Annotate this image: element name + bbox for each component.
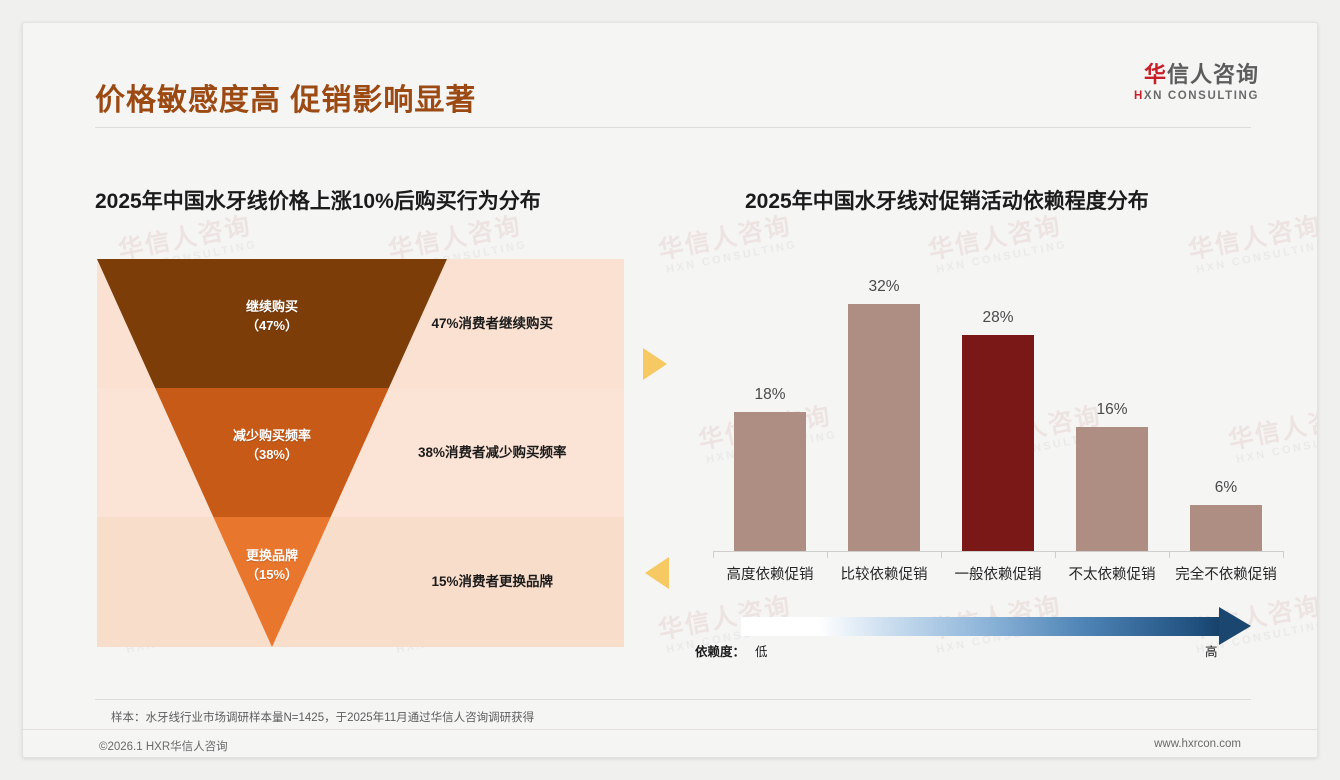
scale-gradient-bar <box>741 617 1223 636</box>
arrow-left-icon <box>645 557 669 589</box>
bar-value-label: 28% <box>982 309 1014 326</box>
bar-value-label: 32% <box>868 278 900 295</box>
logo-cn-rest: 信人咨询 <box>1166 62 1259 87</box>
funnel-shape <box>97 259 447 647</box>
logo-en-rest: XN CONSULTING <box>1143 90 1259 103</box>
funnel-segment <box>97 259 447 388</box>
left-chart-title: 2025年中国水牙线价格上涨10%后购买行为分布 <box>95 190 541 213</box>
category-label: 高度依赖促销 <box>726 567 814 583</box>
bar-value-label: 16% <box>1096 401 1128 418</box>
bar <box>962 335 1034 551</box>
funnel-segment-label: 继续购买 （47%） <box>246 298 298 336</box>
funnel-segment-label: 减少购买频率 （38%） <box>233 427 311 465</box>
dependency-bar-chart: 18% 32% 28% 16% 6% 高度依赖促销 比较依赖促销 一般依赖促销 不太依赖促销 完… <box>695 273 1284 593</box>
axis-tick <box>1169 551 1170 558</box>
scale-high-label: 高 <box>1205 645 1218 659</box>
slide-footer: ©2026.1 HXR华信人咨询 www.hxrcon.com <box>23 730 1317 757</box>
copyright-text: ©2026.1 HXR华信人咨询 <box>99 741 228 753</box>
right-chart-title: 2025年中国水牙线对促销活动依赖程度分布 <box>745 190 1149 213</box>
footnote-divider <box>95 699 1251 700</box>
bar-value-label: 6% <box>1214 479 1238 496</box>
x-axis-category-labels: 高度依赖促销 比较依赖促销 一般依赖促销 不太依赖促销 完全不依赖促销 <box>713 563 1283 584</box>
bar <box>848 304 920 551</box>
bar <box>1190 505 1262 551</box>
bar <box>1076 427 1148 551</box>
axis-tick <box>1055 551 1056 558</box>
funnel-segment-name: 更换品牌 <box>245 548 298 564</box>
scale-arrowhead-icon <box>1219 607 1251 645</box>
funnel-chart: 47%消费者继续购买 38%消费者减少购买频率 15%消费者更换品牌 继续购买 （47… <box>97 259 624 647</box>
funnel-segment-label: 更换品牌 （15%） <box>246 548 298 586</box>
slide-header: 价格敏感度高 促销影响显著 华信人咨询 HXN CONSULTING <box>23 23 1317 131</box>
arrow-right-icon <box>643 348 667 380</box>
brand-logo: 华信人咨询 HXN CONSULTING <box>1134 62 1259 102</box>
category-label: 一般依赖促销 <box>954 567 1042 583</box>
scale-low-label: 低 <box>755 645 768 659</box>
logo-en-first: H <box>1133 90 1144 103</box>
title-divider <box>95 127 1251 128</box>
website-text[interactable]: www.hxrcon.com <box>1154 738 1241 750</box>
footer-divider <box>23 729 1317 730</box>
axis-tick <box>1283 551 1284 558</box>
bar <box>734 412 806 551</box>
axis-tick <box>713 551 714 558</box>
funnel-segment-name: 减少购买频率 <box>232 428 312 444</box>
funnel-segment-name: 继续购买 <box>245 299 298 315</box>
scale-caption: 依赖度： <box>695 645 746 659</box>
category-label: 比较依赖促销 <box>840 567 928 583</box>
bar-column: 6% <box>1169 273 1283 551</box>
logo-chinese-text: 华信人咨询 <box>1134 62 1259 87</box>
slide-canvas: 华信人咨询 HXN CONSULTING 华信人咨询 HXN CONSULTING 华信… <box>22 22 1318 758</box>
bar-value-label: 18% <box>754 386 786 403</box>
funnel-annotation: 47%消费者继续购买 <box>431 315 553 331</box>
funnel-segment-value: （47%） <box>245 318 299 334</box>
bar-column: 32% <box>827 273 941 551</box>
dependency-scale: 依赖度： 低 高 <box>695 607 1283 667</box>
category-label: 完全不依赖促销 <box>1175 567 1277 583</box>
funnel-band <box>97 517 624 647</box>
page-title: 价格敏感度高 促销影响显著 <box>95 84 477 117</box>
funnel-segment-value: （15%） <box>245 567 299 583</box>
logo-cn-first: 华 <box>1143 62 1167 87</box>
category-label: 不太依赖促销 <box>1068 567 1156 583</box>
funnel-segment <box>213 517 331 647</box>
bar-plot-area: 18% 32% 28% 16% 6% <box>713 273 1283 551</box>
funnel-annotation: 38%消费者减少购买频率 <box>417 444 567 460</box>
bar-column: 16% <box>1055 273 1169 551</box>
funnel-segment <box>155 388 389 517</box>
sample-footnote: 样本：水牙线行业市场调研样本量N=1425，于2025年11月通过华信人咨询调研… <box>111 712 535 724</box>
axis-tick <box>827 551 828 558</box>
bar-column: 18% <box>713 273 827 551</box>
x-axis-line <box>713 551 1283 552</box>
funnel-annotation: 15%消费者更换品牌 <box>431 573 553 589</box>
bar-column: 28% <box>941 273 1055 551</box>
logo-english-text: HXN CONSULTING <box>1134 90 1259 102</box>
axis-tick <box>941 551 942 558</box>
funnel-segment-value: （38%） <box>245 447 299 463</box>
